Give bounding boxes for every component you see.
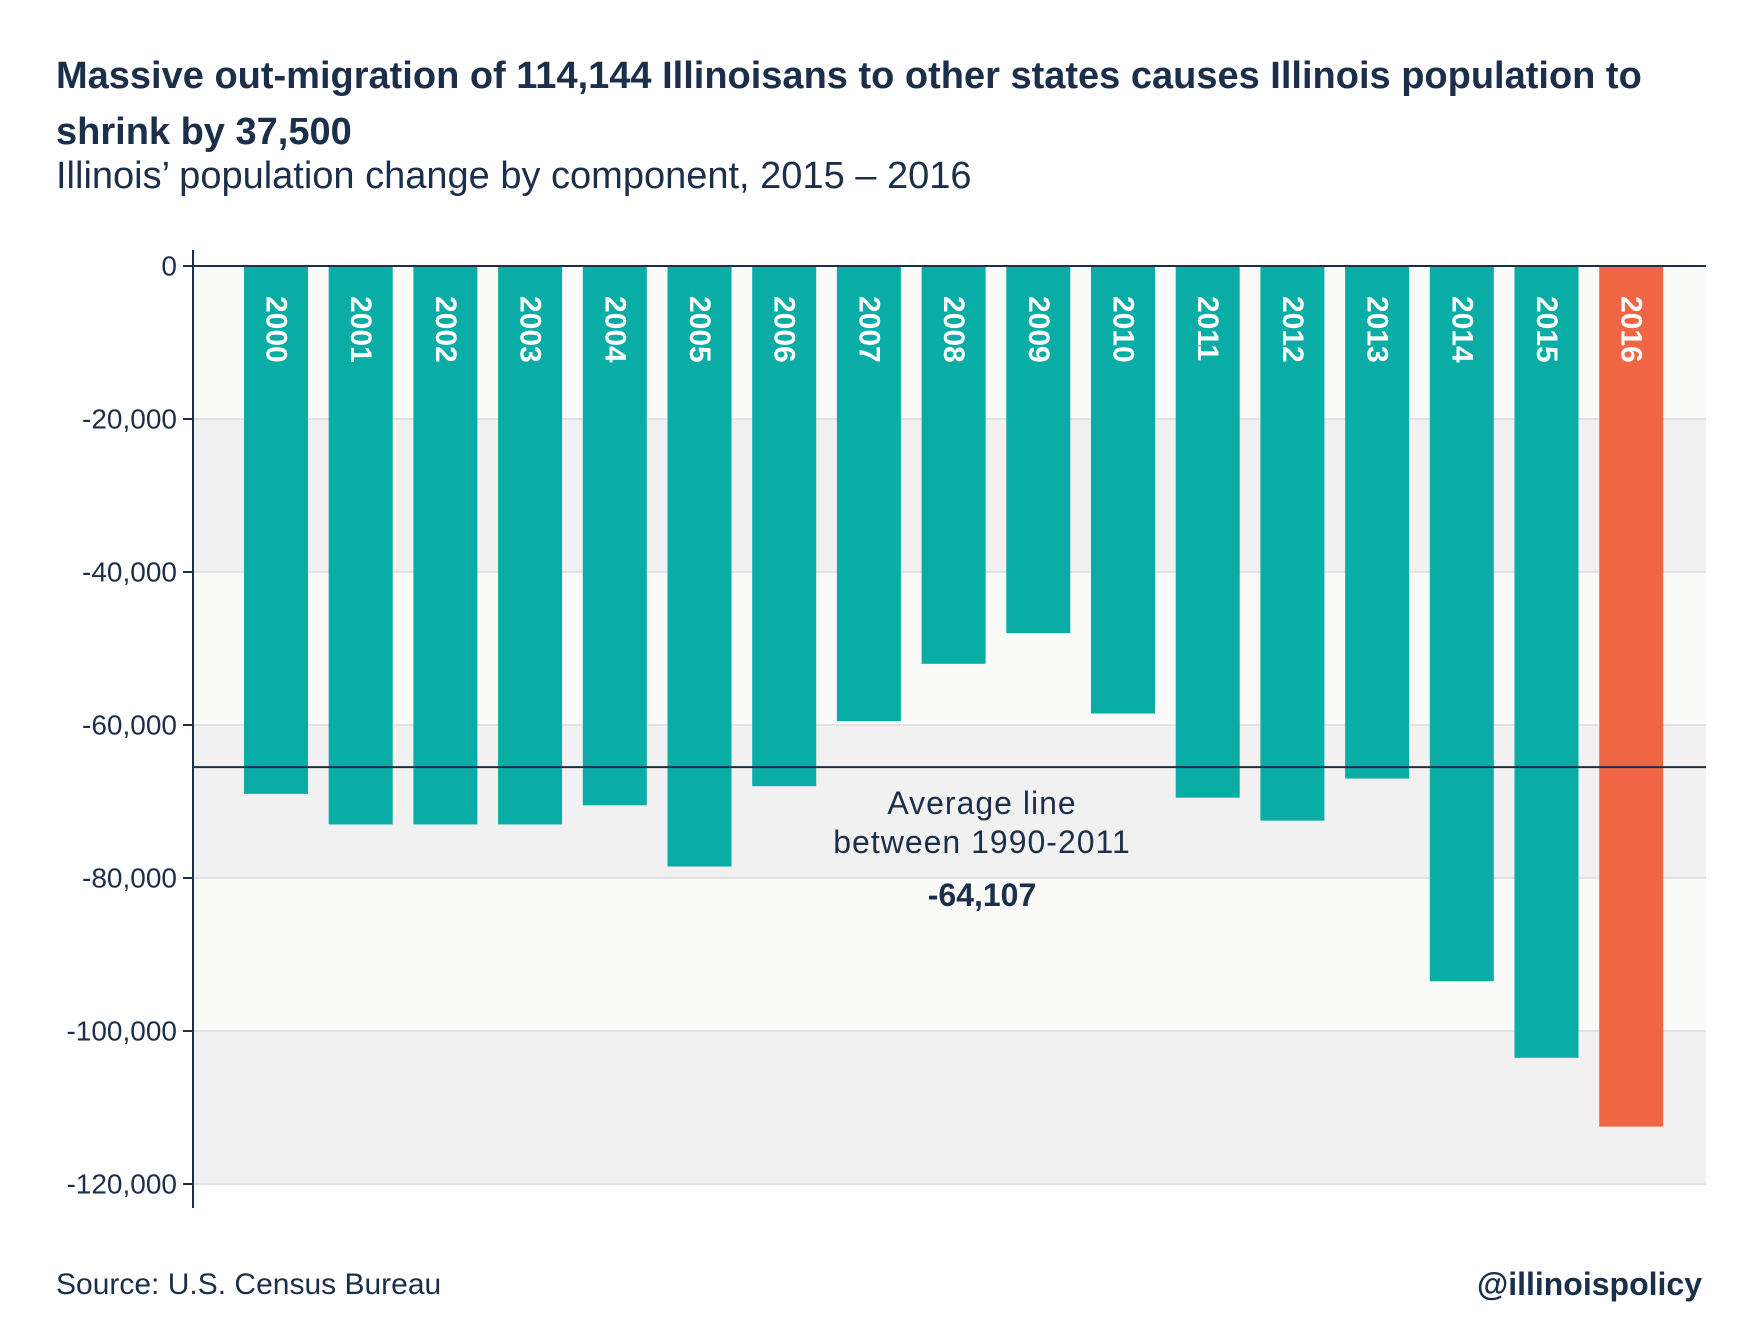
average-value-label: -64,107 (928, 877, 1037, 913)
bar-2000 (244, 266, 308, 794)
y-tick-label: -40,000 (82, 557, 177, 588)
average-label-line1: Average line (887, 785, 1076, 821)
axes (192, 250, 1706, 1208)
bar-2003 (498, 266, 563, 825)
chart-subtitle: Illinois’ population change by component… (56, 155, 972, 197)
bar-label-2016: 2016 (1615, 296, 1648, 363)
bar-2007 (836, 266, 901, 722)
twitter-handle[interactable]: @illinoispolicy (1476, 1266, 1702, 1302)
bar-2008 (921, 266, 986, 664)
bar-label-2013: 2013 (1361, 296, 1394, 363)
y-tick-label: -120,000 (66, 1169, 177, 1200)
bar-label-2010: 2010 (1107, 296, 1140, 363)
y-tick-labels: 0 -20,000 -40,000 -60,000 -80,000 -100,000 -12… (66, 251, 193, 1200)
bar-2016 (1599, 266, 1664, 1127)
bar-2006 (752, 266, 817, 787)
bar-2014 (1429, 266, 1494, 982)
bar-label-2012: 2012 (1276, 296, 1309, 363)
y-tick-label: -20,000 (82, 404, 177, 435)
bar-2004 (582, 266, 647, 806)
bar-label-2009: 2009 (1022, 296, 1055, 363)
bar-2009 (1006, 266, 1071, 634)
bar-label-2015: 2015 (1530, 296, 1563, 363)
bar-label-2000: 2000 (260, 296, 293, 363)
y-tick-label: 0 (161, 251, 177, 282)
y-tick-label: -80,000 (82, 863, 177, 894)
bar-label-2003: 2003 (514, 296, 547, 363)
y-tick-label: -60,000 (82, 710, 177, 741)
bar-label-2014: 2014 (1445, 296, 1478, 363)
background-band (193, 1031, 1706, 1184)
bar-label-2004: 2004 (598, 296, 631, 363)
bar-label-2008: 2008 (937, 296, 970, 363)
bar-2011 (1175, 266, 1240, 798)
source-note: Source: U.S. Census Bureau (56, 1268, 442, 1301)
bar-2013 (1345, 266, 1410, 779)
bar-label-2005: 2005 (683, 296, 716, 363)
chart-title: Massive out-migration of 114,144 Illinoi… (56, 55, 1642, 153)
bar-2012 (1260, 266, 1325, 821)
bar-2015 (1514, 266, 1579, 1058)
bar-label-2007: 2007 (852, 296, 885, 363)
bar-label-2011: 2011 (1191, 296, 1224, 361)
average-label-line2: between 1990-2011 (833, 824, 1131, 860)
y-tick-label: -100,000 (66, 1016, 177, 1047)
bar-2002 (413, 266, 478, 825)
bars (244, 266, 1664, 1127)
bar-label-2006: 2006 (768, 296, 801, 363)
bar-label-2001: 2001 (344, 296, 377, 363)
bar-labels: 2000 2001 2002 2003 2004 2005 2006 2007 2008 2009… (260, 296, 1648, 363)
bar-2001 (328, 266, 393, 825)
bar-2010 (1091, 266, 1155, 714)
bar-label-2002: 2002 (429, 296, 462, 363)
